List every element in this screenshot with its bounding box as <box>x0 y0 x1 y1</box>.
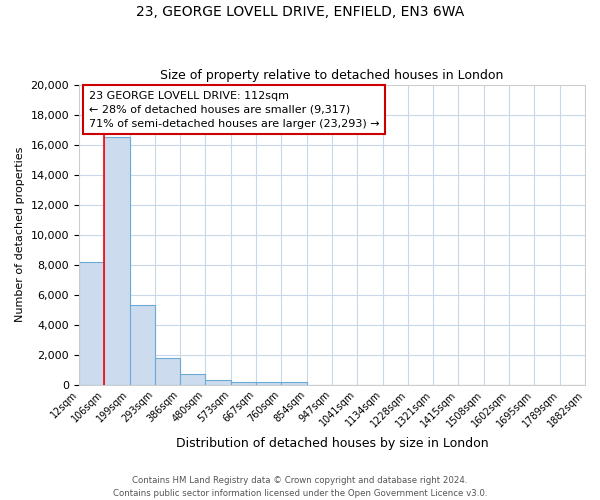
Bar <box>180 374 205 384</box>
Text: Contains HM Land Registry data © Crown copyright and database right 2024.
Contai: Contains HM Land Registry data © Crown c… <box>113 476 487 498</box>
Bar <box>256 382 281 384</box>
Bar <box>130 305 155 384</box>
Y-axis label: Number of detached properties: Number of detached properties <box>15 147 25 322</box>
Bar <box>104 137 130 384</box>
Text: 23, GEORGE LOVELL DRIVE, ENFIELD, EN3 6WA: 23, GEORGE LOVELL DRIVE, ENFIELD, EN3 6W… <box>136 5 464 19</box>
Bar <box>79 262 104 384</box>
Text: 23 GEORGE LOVELL DRIVE: 112sqm
← 28% of detached houses are smaller (9,317)
71% : 23 GEORGE LOVELL DRIVE: 112sqm ← 28% of … <box>89 90 380 128</box>
Bar <box>231 382 256 384</box>
Bar <box>205 380 231 384</box>
X-axis label: Distribution of detached houses by size in London: Distribution of detached houses by size … <box>176 437 488 450</box>
Bar <box>155 358 180 384</box>
Bar <box>281 382 307 384</box>
Title: Size of property relative to detached houses in London: Size of property relative to detached ho… <box>160 69 503 82</box>
